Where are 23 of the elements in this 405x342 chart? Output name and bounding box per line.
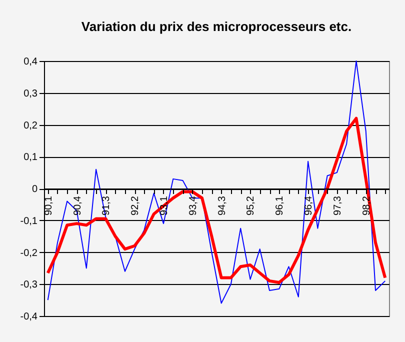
x-tick-label: 92,2	[130, 196, 142, 216]
y-tick-label: 0,2	[24, 120, 38, 132]
y-tick-label: 0,3	[24, 88, 38, 100]
x-tick-label: 93,4	[188, 196, 199, 216]
x-tick-label: 96,4	[304, 196, 315, 216]
x-tick-label: 93,1	[158, 196, 170, 216]
line-series	[46, 116, 387, 284]
x-tick-label: 94,3	[216, 196, 228, 216]
y-tick-label: -0,3	[20, 280, 38, 291]
y-tick-label: -0,4	[20, 312, 38, 322]
y-tick-label: 0,1	[24, 152, 38, 164]
y-tick-label: -0,2	[20, 248, 38, 259]
x-tick-label: 96,1	[274, 196, 286, 216]
x-tick-label: 90,4	[72, 196, 84, 216]
y-tick-label: 0	[32, 184, 38, 195]
x-tick-label: 97,3	[332, 196, 344, 216]
x-tick-label: 98,2	[361, 196, 372, 216]
x-tick-label: 91,3	[101, 196, 112, 216]
x-tick-label: 95,2	[246, 196, 257, 216]
y-tick-label: -0,1	[20, 216, 38, 227]
line-series	[47, 60, 386, 304]
chart-title: Variation du prix des microprocesseurs etc.	[81, 19, 352, 34]
y-tick-label: 0,4	[24, 56, 38, 68]
